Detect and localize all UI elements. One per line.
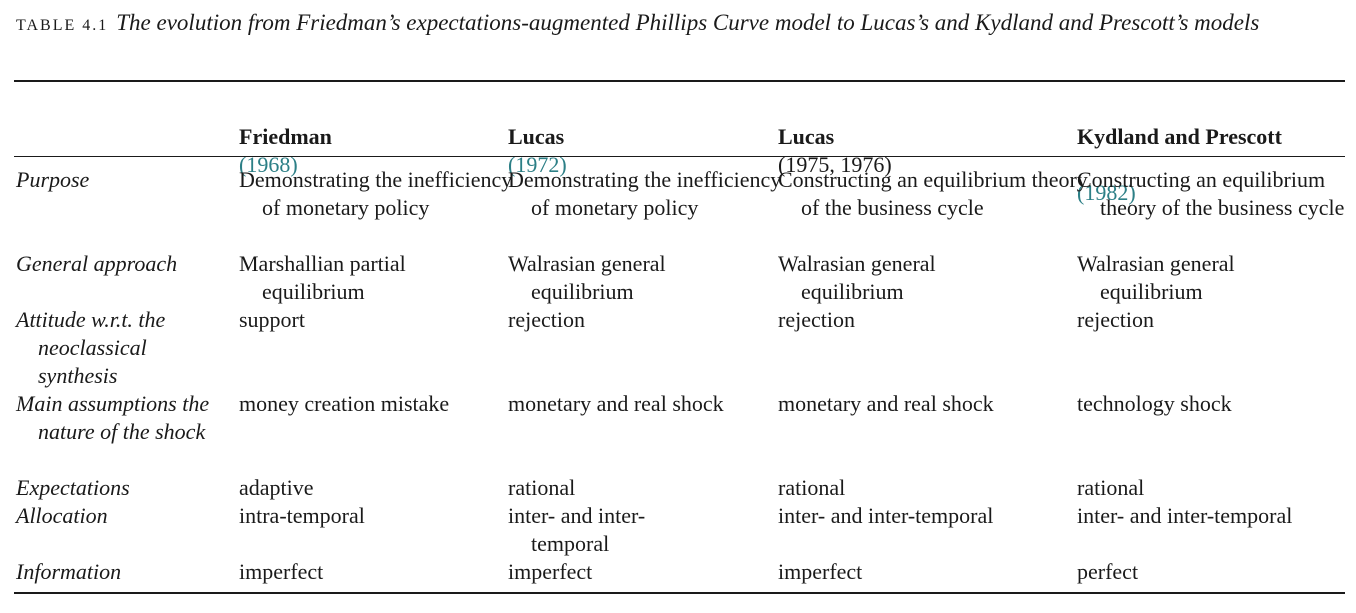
table-number: TABLE 4.1 bbox=[16, 17, 109, 34]
table-caption: TABLE 4.1 The evolution from Friedman’s e… bbox=[16, 8, 1336, 40]
row-label-main-assumptions: Main assumptions the nature of the shock bbox=[16, 391, 210, 444]
table-cell: intra-temporal bbox=[239, 503, 365, 528]
row-label-attitude: Attitude w.r.t. the neoclassical synthes… bbox=[16, 307, 166, 388]
table-cell: Constructing an equilibrium theory of th… bbox=[1077, 167, 1345, 220]
table-cell: Marshallian partial equilibrium bbox=[239, 251, 406, 304]
row-label-expectations: Expectations bbox=[16, 475, 130, 500]
table-cell: Constructing an equilibrium theory of th… bbox=[778, 167, 1088, 220]
table-cell: Demonstrating the inefficiency of moneta… bbox=[508, 167, 782, 220]
table-cell: rejection bbox=[1077, 307, 1154, 332]
table-cell: Walrasian general equilibrium bbox=[1077, 251, 1235, 304]
table-cell: rejection bbox=[778, 307, 855, 332]
table-cell: support bbox=[239, 307, 305, 332]
citation-year-link[interactable]: (1982) bbox=[1077, 180, 1136, 205]
row-label-general-approach: General approach bbox=[16, 251, 178, 276]
column-author: Kydland and Prescott bbox=[1077, 124, 1282, 149]
table-cell: Demonstrating the inefficiency of moneta… bbox=[239, 167, 513, 220]
table-cell: monetary and real shock bbox=[778, 391, 994, 416]
column-author: Lucas bbox=[778, 124, 835, 149]
table-cell: inter- and inter-temporal bbox=[778, 503, 994, 528]
column-author: Lucas bbox=[508, 124, 565, 149]
row-label-information: Information bbox=[16, 559, 122, 584]
table-cell: inter- and inter-temporal bbox=[1077, 503, 1293, 528]
header-rule bbox=[14, 156, 1345, 157]
table-cell: rational bbox=[778, 475, 846, 500]
table-cell: monetary and real shock bbox=[508, 391, 724, 416]
bottom-rule bbox=[14, 592, 1345, 594]
table-cell: imperfect bbox=[508, 559, 593, 584]
table-cell: inter- and inter-temporal bbox=[508, 503, 646, 556]
row-label-purpose: Purpose bbox=[16, 167, 90, 192]
table-cell: imperfect bbox=[239, 559, 324, 584]
table-cell: rejection bbox=[508, 307, 585, 332]
table-cell: rational bbox=[508, 475, 576, 500]
table-cell: adaptive bbox=[239, 475, 314, 500]
table-cell: imperfect bbox=[778, 559, 863, 584]
table-cell: Walrasian general equilibrium bbox=[508, 251, 666, 304]
caption-title: The evolution from Friedman’s expectatio… bbox=[116, 10, 1260, 35]
top-rule bbox=[14, 80, 1345, 82]
column-author: Friedman bbox=[239, 124, 332, 149]
table-cell: Walrasian general equilibrium bbox=[778, 251, 936, 304]
column-header-kydland-prescott: Kydland and Prescott (1982) bbox=[1077, 95, 1349, 207]
table-cell: technology shock bbox=[1077, 391, 1232, 416]
table-cell: rational bbox=[1077, 475, 1145, 500]
table-cell: money creation mistake bbox=[239, 391, 450, 416]
table-cell: perfect bbox=[1077, 559, 1139, 584]
row-label-allocation: Allocation bbox=[16, 503, 108, 528]
